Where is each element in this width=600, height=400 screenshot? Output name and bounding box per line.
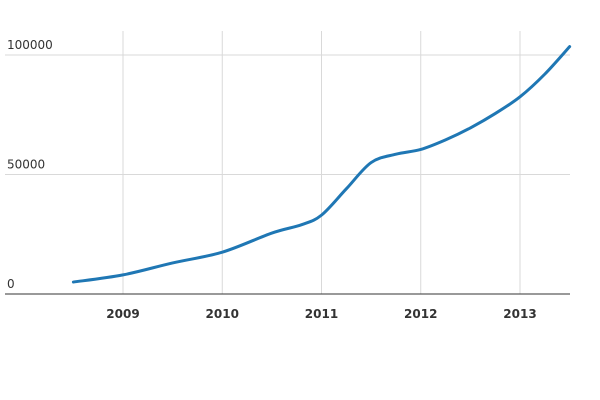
x-tick-labels: 2009 2010 2011 2012 2013 [106,307,536,321]
y-tick-label: 50000 [7,158,45,172]
grid [5,31,570,294]
x-tick-label: 2012 [404,307,437,321]
x-tick-label: 2009 [106,307,139,321]
x-tick-label: 2011 [305,307,338,321]
y-tick-labels: 0 50000 100000 [7,38,53,291]
x-tick-label: 2013 [503,307,536,321]
y-tick-label: 100000 [7,38,53,52]
series-line [71,45,572,284]
x-tick-label: 2010 [206,307,239,321]
y-tick-label: 0 [7,277,15,291]
